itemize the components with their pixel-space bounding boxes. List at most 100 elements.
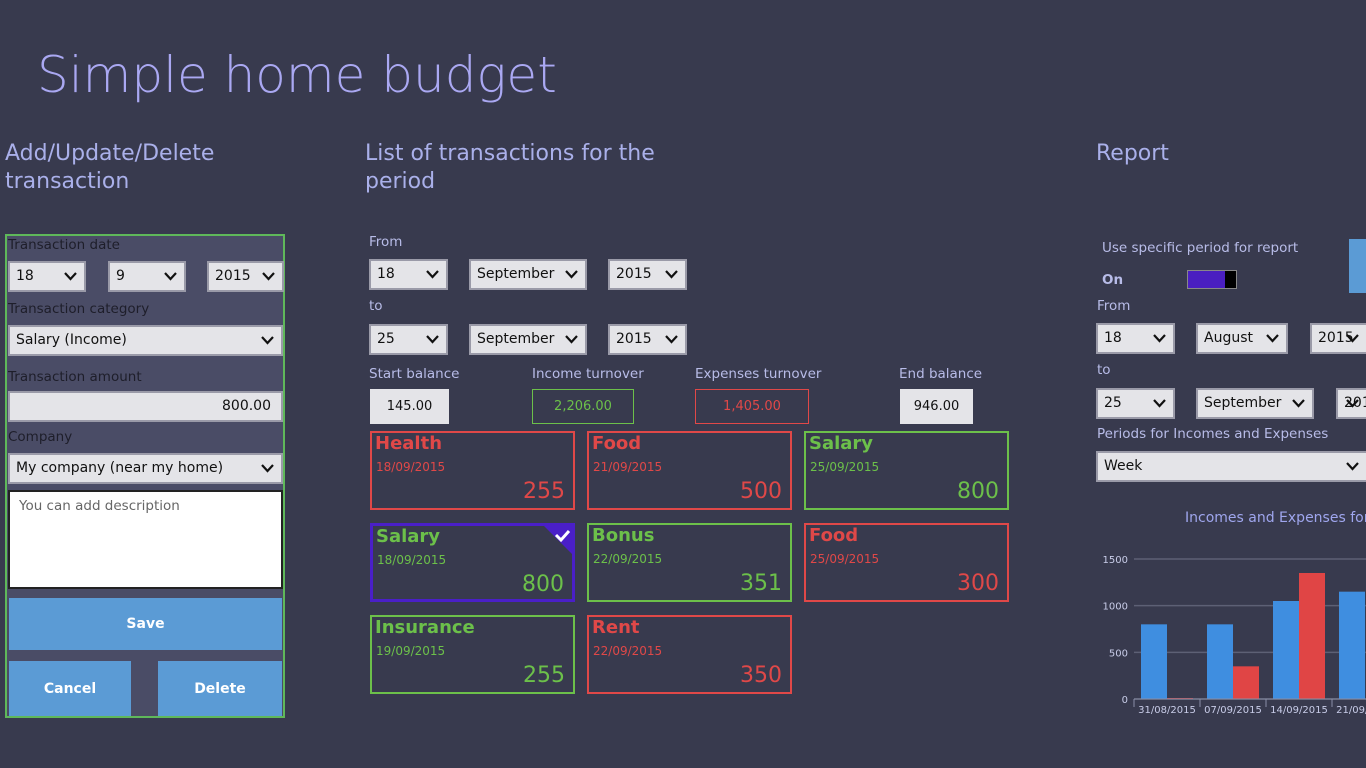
transaction-date: 21/09/2015 xyxy=(593,460,663,474)
x-tick-label: 14/09/2015 xyxy=(1270,705,1328,716)
transaction-category: Food xyxy=(592,433,642,454)
field-label: to xyxy=(1097,362,1111,378)
month-select[interactable]: September xyxy=(469,259,587,290)
transaction-category: Health xyxy=(375,433,443,454)
select-value: September xyxy=(477,331,555,347)
select-value: 18 xyxy=(1104,330,1122,346)
selected-check xyxy=(543,525,573,555)
field-label: From xyxy=(1097,298,1131,314)
category-select[interactable]: Salary (Income) xyxy=(8,325,283,356)
year-select[interactable]: 2015 xyxy=(1310,323,1366,354)
transaction-date: 22/09/2015 xyxy=(593,644,663,658)
month-select[interactable]: August xyxy=(1196,323,1288,354)
field-label: Transaction amount xyxy=(8,369,142,385)
toggle-thumb xyxy=(1225,271,1236,288)
month-select[interactable]: September xyxy=(1196,388,1314,419)
transaction-tile[interactable]: Rent 22/09/2015 350 xyxy=(587,615,792,694)
year-select[interactable]: 2015 xyxy=(608,259,687,290)
day-select[interactable]: 18 xyxy=(1096,323,1175,354)
day-select[interactable]: 18 xyxy=(369,259,448,290)
transaction-amount: 800 xyxy=(957,479,999,504)
transaction-category: Salary xyxy=(376,526,441,547)
y-tick-label: 500 xyxy=(1109,648,1128,659)
balance-label: End balance xyxy=(899,366,983,382)
select-value: My company (near my home) xyxy=(16,460,224,476)
y-tick-label: 1000 xyxy=(1103,602,1128,613)
y-tick-label: 0 xyxy=(1122,695,1128,706)
description-input[interactable]: You can add description xyxy=(8,490,283,589)
bar xyxy=(1339,591,1365,699)
balance-label: Expenses turnover xyxy=(695,366,822,382)
field-label: From xyxy=(369,234,403,250)
transaction-date: 22/09/2015 xyxy=(593,552,663,566)
toggle-state: On xyxy=(1102,272,1124,288)
bar xyxy=(1141,624,1167,699)
field-label: Use specific period for report xyxy=(1102,240,1299,256)
side-button[interactable] xyxy=(1349,239,1366,293)
select-value: 18 xyxy=(377,266,395,282)
transaction-date: 18/09/2015 xyxy=(377,553,447,567)
transaction-amount: 350 xyxy=(740,663,782,688)
chevron xyxy=(262,272,275,281)
x-tick-label: 21/09/2015 xyxy=(1336,705,1366,716)
month-select[interactable]: 9 xyxy=(108,261,186,292)
transaction-category: Insurance xyxy=(375,617,475,638)
app-title: Simple home budget xyxy=(37,46,557,104)
chevron xyxy=(261,464,274,473)
company-select[interactable]: My company (near my home) xyxy=(8,453,283,484)
select-value: 2015 xyxy=(215,268,251,284)
input-value: 800.00 xyxy=(222,398,271,414)
select-value: September xyxy=(477,266,555,282)
select-value: September xyxy=(1204,395,1282,411)
select-value: 9 xyxy=(116,268,125,284)
delete-button[interactable]: Delete xyxy=(158,661,282,716)
transaction-category: Food xyxy=(809,525,859,546)
chevron xyxy=(261,336,274,345)
save-button[interactable]: Save xyxy=(9,598,282,650)
balance-value: 2,206.00 xyxy=(532,389,634,424)
transaction-amount: 351 xyxy=(740,571,782,596)
transaction-tile[interactable]: Salary 25/09/2015 800 xyxy=(804,431,1009,510)
transaction-date: 18/09/2015 xyxy=(376,460,446,474)
chevron xyxy=(1346,462,1359,471)
select-value: Salary (Income) xyxy=(16,332,127,348)
field-label: to xyxy=(369,298,383,314)
transaction-tile[interactable]: Food 25/09/2015 300 xyxy=(804,523,1009,602)
transaction-category: Rent xyxy=(592,617,640,638)
bar xyxy=(1273,601,1299,699)
transaction-tile[interactable]: Insurance 19/09/2015 255 xyxy=(370,615,575,694)
field-label: Transaction date xyxy=(8,237,120,253)
transaction-amount: 255 xyxy=(523,663,565,688)
chevron xyxy=(426,335,439,344)
select-value: 2015 xyxy=(1318,330,1354,346)
transaction-tile[interactable]: Health 18/09/2015 255 xyxy=(370,431,575,510)
amount-input[interactable]: 800.00 xyxy=(8,391,283,422)
toggle-switch[interactable] xyxy=(1187,270,1237,289)
editor-heading: Add/Update/Delete transaction xyxy=(5,141,215,194)
list-heading: List of transactions for the period xyxy=(365,141,655,194)
day-select[interactable]: 25 xyxy=(1096,388,1175,419)
placeholder: You can add description xyxy=(19,498,180,514)
year-select[interactable]: 2015 xyxy=(207,261,284,292)
cancel-button[interactable]: Cancel xyxy=(9,661,131,716)
period-select[interactable]: Week xyxy=(1096,451,1366,482)
select-value: 2015 xyxy=(616,266,652,282)
month-select[interactable]: September xyxy=(469,324,587,355)
chevron xyxy=(64,272,77,281)
chevron xyxy=(665,270,678,279)
chevron xyxy=(565,335,578,344)
select-value: August xyxy=(1204,330,1253,346)
select-value: Week xyxy=(1104,458,1143,474)
chevron xyxy=(164,272,177,281)
bar xyxy=(1299,573,1325,699)
x-tick-label: 31/08/2015 xyxy=(1138,705,1196,716)
day-select[interactable]: 25 xyxy=(369,324,448,355)
day-select[interactable]: 18 xyxy=(8,261,86,292)
select-value: 2015 xyxy=(616,331,652,347)
year-select[interactable]: 2015 xyxy=(608,324,687,355)
transaction-tile[interactable]: Salary 18/09/2015 800 xyxy=(370,523,575,602)
transaction-tile[interactable]: Bonus 22/09/2015 351 xyxy=(587,523,792,602)
transaction-tile[interactable]: Food 21/09/2015 500 xyxy=(587,431,792,510)
year-select[interactable]: 2015 xyxy=(1336,388,1366,419)
